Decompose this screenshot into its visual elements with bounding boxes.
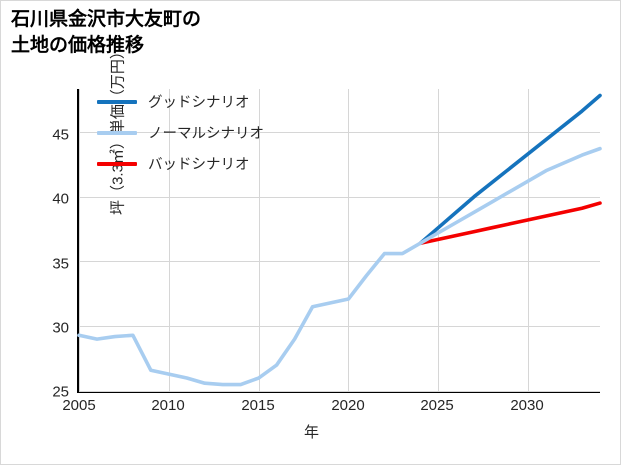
- series-line: [418, 93, 602, 246]
- gridline-horizontal: [79, 326, 600, 328]
- legend-swatch-good: [97, 99, 137, 104]
- gridline-horizontal: [79, 261, 600, 263]
- y-tick-label: 30: [52, 319, 69, 337]
- legend-swatch-bad: [97, 161, 137, 166]
- legend-item-normal[interactable]: ノーマルシナリオ: [97, 122, 264, 143]
- legend-label-bad: バッドシナリオ: [148, 157, 250, 173]
- x-tick-label: 2015: [241, 397, 275, 414]
- x-axis-label: 年: [303, 424, 319, 441]
- plot-area: [77, 89, 602, 393]
- gridline-vertical: [528, 89, 530, 391]
- legend-swatch-normal: [97, 130, 137, 135]
- legend-label-normal: ノーマルシナリオ: [148, 126, 264, 142]
- gridline-vertical: [258, 89, 260, 391]
- y-tick-label: 45: [52, 126, 69, 144]
- x-tick-label: 2020: [331, 397, 365, 414]
- series-lines: [77, 93, 602, 387]
- gridline-horizontal: [79, 196, 600, 198]
- series-line: [77, 146, 602, 387]
- y-tick-label: 35: [52, 255, 69, 273]
- legend-label-good: グッドシナリオ: [148, 95, 250, 111]
- x-tick-label: 2025: [420, 397, 454, 414]
- gridline-horizontal: [79, 391, 600, 392]
- gridline-vertical: [79, 89, 80, 391]
- legend-item-bad[interactable]: バッドシナリオ: [97, 153, 264, 174]
- series-line: [418, 201, 602, 246]
- x-tick-label: 2010: [151, 397, 185, 414]
- gridline-vertical: [348, 89, 350, 391]
- x-tick-label: 2005: [62, 397, 96, 414]
- y-tick-label: 25: [52, 383, 69, 401]
- legend-item-good[interactable]: グッドシナリオ: [97, 91, 264, 112]
- x-tick-label: 2030: [510, 397, 544, 414]
- gridline-vertical: [168, 89, 170, 391]
- gridline-horizontal: [79, 131, 600, 133]
- page-title: 石川県金沢市大友町の 土地の価格推移: [11, 9, 202, 56]
- y-tick-label: 40: [52, 190, 69, 208]
- legend: グッドシナリオ ノーマルシナリオ バッドシナリオ: [97, 91, 264, 174]
